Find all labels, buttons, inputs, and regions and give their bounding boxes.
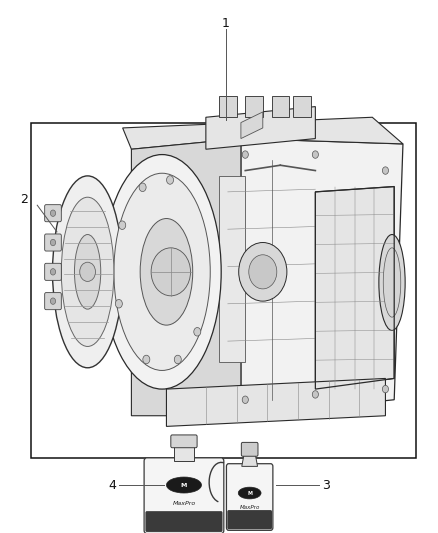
Polygon shape bbox=[131, 139, 241, 416]
FancyBboxPatch shape bbox=[144, 458, 224, 533]
Circle shape bbox=[166, 176, 173, 184]
Ellipse shape bbox=[114, 173, 210, 370]
Ellipse shape bbox=[61, 197, 114, 346]
FancyBboxPatch shape bbox=[45, 205, 61, 222]
Circle shape bbox=[242, 151, 248, 158]
Text: MaxPro: MaxPro bbox=[240, 505, 260, 511]
FancyBboxPatch shape bbox=[171, 435, 197, 448]
Circle shape bbox=[50, 269, 56, 275]
Ellipse shape bbox=[379, 235, 405, 330]
Ellipse shape bbox=[53, 176, 123, 368]
Text: M: M bbox=[247, 490, 252, 496]
Polygon shape bbox=[123, 117, 403, 149]
FancyBboxPatch shape bbox=[45, 263, 61, 280]
Polygon shape bbox=[206, 107, 315, 149]
Polygon shape bbox=[245, 96, 263, 117]
Bar bbox=[31, 123, 416, 458]
Ellipse shape bbox=[74, 235, 101, 309]
Circle shape bbox=[50, 298, 56, 304]
Polygon shape bbox=[272, 96, 289, 117]
Circle shape bbox=[143, 355, 150, 364]
Circle shape bbox=[50, 210, 56, 216]
Ellipse shape bbox=[383, 248, 401, 317]
FancyBboxPatch shape bbox=[241, 442, 258, 456]
Text: 4: 4 bbox=[108, 479, 116, 491]
Polygon shape bbox=[242, 455, 258, 466]
Ellipse shape bbox=[140, 219, 193, 325]
Polygon shape bbox=[241, 139, 403, 416]
Polygon shape bbox=[219, 176, 245, 362]
Polygon shape bbox=[219, 96, 237, 117]
Bar bbox=[174, 445, 194, 461]
Circle shape bbox=[239, 243, 287, 301]
Text: 1: 1 bbox=[222, 18, 230, 30]
Circle shape bbox=[139, 183, 146, 191]
FancyBboxPatch shape bbox=[45, 234, 61, 251]
Ellipse shape bbox=[103, 155, 221, 389]
Circle shape bbox=[174, 355, 181, 364]
Circle shape bbox=[80, 262, 95, 281]
Circle shape bbox=[119, 221, 126, 229]
Ellipse shape bbox=[238, 487, 261, 499]
Text: 3: 3 bbox=[322, 479, 330, 491]
Circle shape bbox=[382, 167, 389, 174]
Text: MaxPro: MaxPro bbox=[172, 501, 196, 506]
Circle shape bbox=[312, 151, 318, 158]
FancyBboxPatch shape bbox=[226, 464, 273, 530]
FancyBboxPatch shape bbox=[45, 293, 61, 310]
Polygon shape bbox=[241, 112, 263, 139]
Circle shape bbox=[50, 239, 56, 246]
Polygon shape bbox=[166, 378, 385, 426]
Text: M: M bbox=[181, 482, 187, 488]
Text: 2: 2 bbox=[20, 193, 28, 206]
Ellipse shape bbox=[166, 477, 201, 493]
Circle shape bbox=[115, 300, 122, 308]
FancyBboxPatch shape bbox=[145, 511, 223, 532]
Circle shape bbox=[242, 396, 248, 403]
Circle shape bbox=[382, 385, 389, 393]
Polygon shape bbox=[315, 187, 394, 389]
Circle shape bbox=[249, 255, 277, 289]
Circle shape bbox=[151, 248, 191, 296]
Circle shape bbox=[312, 391, 318, 398]
Polygon shape bbox=[293, 96, 311, 117]
FancyBboxPatch shape bbox=[227, 510, 272, 529]
Circle shape bbox=[194, 327, 201, 336]
